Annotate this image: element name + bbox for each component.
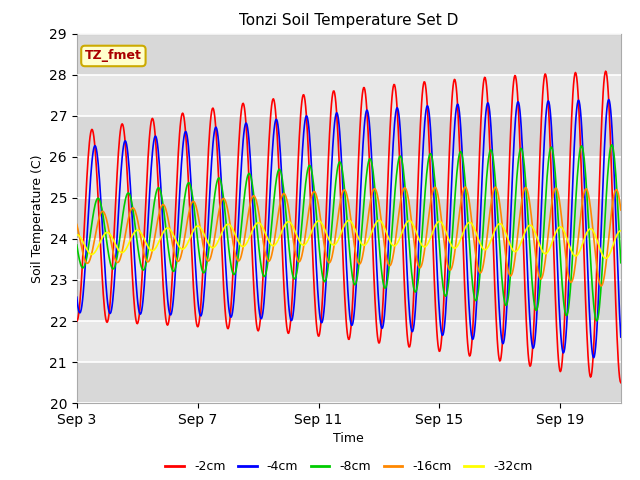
Line: -16cm: -16cm (77, 187, 621, 286)
-2cm (271, 101, 278, 107)
Line: -32cm: -32cm (77, 220, 621, 258)
-8cm (93, 198, 100, 204)
-32cm (300, 242, 308, 248)
-16cm (513, 240, 520, 246)
-32cm (201, 233, 209, 239)
-4cm (73, 294, 81, 300)
-2cm (93, 164, 100, 169)
Line: -8cm: -8cm (77, 145, 621, 321)
-16cm (93, 228, 100, 233)
Bar (77, 75, 621, 116)
-4cm (201, 282, 209, 288)
-32cm (375, 217, 383, 223)
-4cm (93, 146, 100, 152)
Title: Tonzi Soil Temperature Set D: Tonzi Soil Temperature Set D (239, 13, 458, 28)
Line: -2cm: -2cm (77, 71, 621, 383)
-2cm (513, 76, 520, 82)
Y-axis label: Soil Temperature (C): Soil Temperature (C) (31, 154, 44, 283)
-8cm (617, 260, 625, 265)
-2cm (300, 92, 308, 97)
-2cm (381, 252, 389, 258)
-16cm (73, 222, 81, 228)
X-axis label: Time: Time (333, 432, 364, 445)
-4cm (513, 108, 520, 114)
Line: -4cm: -4cm (77, 99, 621, 358)
-16cm (300, 243, 308, 249)
-4cm (381, 305, 389, 311)
Bar (77, 157, 621, 198)
-8cm (271, 189, 278, 195)
Bar (77, 198, 621, 239)
-32cm (382, 228, 390, 234)
-8cm (73, 242, 81, 248)
-2cm (201, 227, 209, 232)
-16cm (271, 235, 278, 241)
-32cm (513, 248, 520, 254)
Bar (77, 321, 621, 362)
-4cm (605, 96, 612, 102)
-8cm (201, 269, 209, 275)
-8cm (300, 200, 308, 205)
-8cm (593, 318, 601, 324)
-8cm (381, 285, 389, 291)
-2cm (602, 68, 609, 74)
-8cm (513, 183, 520, 189)
Bar (77, 280, 621, 321)
Bar (77, 362, 621, 403)
-32cm (73, 232, 81, 238)
-16cm (617, 207, 625, 213)
-32cm (617, 228, 625, 234)
-4cm (617, 334, 625, 340)
Text: TZ_fmet: TZ_fmet (85, 49, 142, 62)
-32cm (602, 255, 609, 261)
-16cm (381, 247, 389, 252)
-4cm (271, 121, 278, 127)
Legend: -2cm, -4cm, -8cm, -16cm, -32cm: -2cm, -4cm, -8cm, -16cm, -32cm (160, 455, 538, 478)
-4cm (590, 355, 598, 360)
-2cm (73, 318, 81, 324)
-16cm (597, 283, 605, 289)
-2cm (617, 380, 625, 385)
-4cm (300, 130, 308, 135)
Bar (77, 239, 621, 280)
-8cm (608, 142, 616, 148)
-16cm (461, 184, 469, 190)
-32cm (271, 242, 278, 248)
Bar (77, 34, 621, 75)
Bar (77, 116, 621, 157)
-16cm (201, 251, 209, 256)
-32cm (93, 247, 100, 253)
